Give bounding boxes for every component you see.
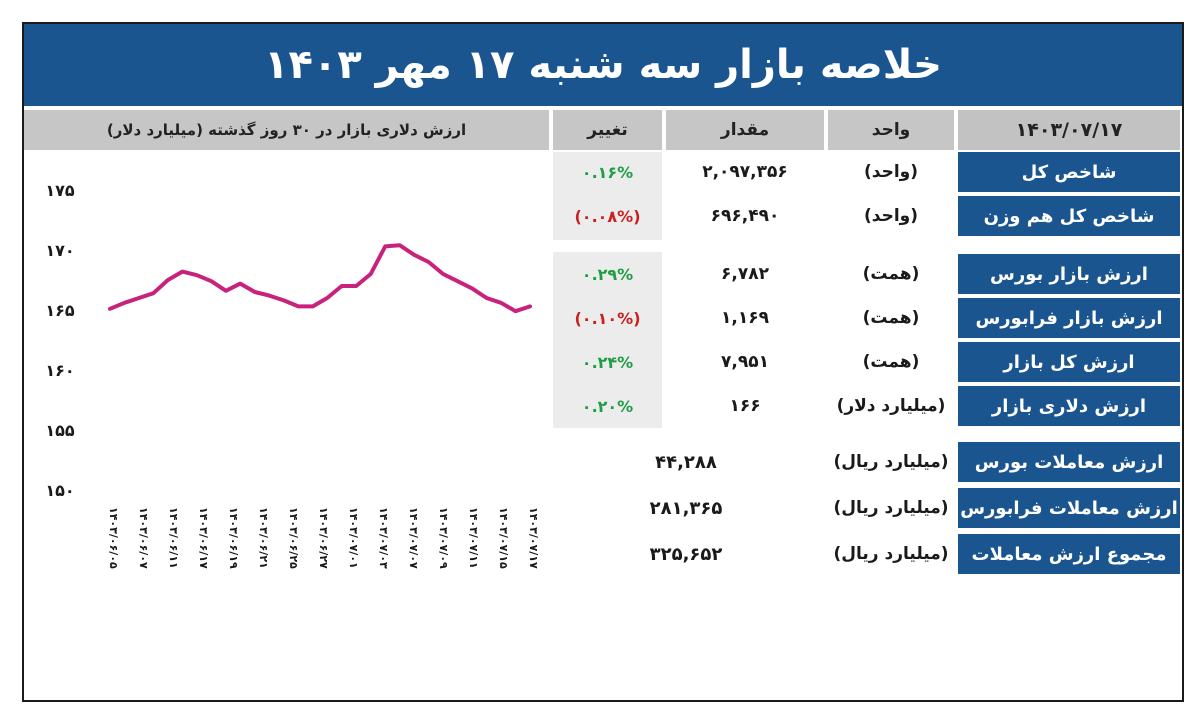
trade-row-amount: ۳۲۵,۶۵۲ xyxy=(649,543,723,565)
row-change: ۰.۲۴% xyxy=(581,352,634,372)
row-amount: ۱۶۶ xyxy=(729,396,761,416)
change-column-shade xyxy=(553,152,662,240)
trade-row-unit: (میلیارد ریال) xyxy=(833,544,949,564)
y-tick-label: ۱۶۰ xyxy=(45,361,74,380)
row-amount: ۱,۱۶۹ xyxy=(721,308,769,328)
row-label: ارزش کل بازار xyxy=(958,342,1180,382)
row-change: (۰.۰۸%) xyxy=(574,206,641,226)
y-tick-label: ۱۵۰ xyxy=(45,481,74,500)
trade-row-amount: ۲۸۱,۳۶۵ xyxy=(649,497,723,519)
x-tick-label: ۱۴۰۳/۰۷/۰۱ xyxy=(347,507,360,569)
x-tick-label: ۱۴۰۳/۰۶/۲۱ xyxy=(257,507,270,569)
row-unit: (واحد) xyxy=(864,162,919,182)
row-label: شاخص کل xyxy=(958,152,1180,192)
trade-row-label: مجموع ارزش معاملات xyxy=(958,534,1180,574)
x-tick-label: ۱۴۰۳/۰۶/۲۵ xyxy=(287,507,300,569)
y-tick-label: ۱۵۵ xyxy=(45,421,75,440)
chart-title: ارزش دلاری بازار در ۳۰ روز گذشته (میلیار… xyxy=(24,110,549,150)
header-unit: واحد xyxy=(828,110,954,150)
x-tick-label: ۱۴۰۳/۰۶/۱۹ xyxy=(227,507,240,569)
row-label: ارزش بازار بورس xyxy=(958,254,1180,294)
row-change: ۰.۱۶% xyxy=(581,162,634,182)
x-tick-label: ۱۴۰۳/۰۷/۰۳ xyxy=(377,507,390,569)
row-unit: (میلیارد دلار) xyxy=(836,396,946,416)
x-tick-label: ۱۴۰۳/۰۷/۰۷ xyxy=(407,507,420,569)
x-tick-label: ۱۴۰۳/۰۶/۱۷ xyxy=(197,507,210,569)
series-line xyxy=(108,243,532,314)
page-title: خلاصه بازار سه شنبه ۱۷ مهر ۱۴۰۳ xyxy=(24,24,1182,106)
x-tick-label: ۱۴۰۳/۰۶/۰۵ xyxy=(107,507,120,569)
header-change: تغییر xyxy=(553,110,662,150)
trade-row-label: ارزش معاملات فرابورس xyxy=(958,488,1180,528)
trade-row-amount: ۴۴,۲۸۸ xyxy=(655,451,717,473)
row-label: ارزش بازار فرابورس xyxy=(958,298,1180,338)
x-tick-label: ۱۴۰۳/۰۷/۰۹ xyxy=(437,507,450,569)
x-tick-label: ۱۴۰۳/۰۶/۰۷ xyxy=(137,507,150,569)
y-tick-label: ۱۷۵ xyxy=(45,181,75,200)
change-column-shade xyxy=(553,252,662,428)
row-unit: (همت) xyxy=(862,264,920,284)
header-amount: مقدار xyxy=(666,110,824,150)
row-unit: (همت) xyxy=(862,308,920,328)
row-change: (۰.۱۰%) xyxy=(574,308,641,328)
y-tick-label: ۱۶۵ xyxy=(45,301,75,320)
trade-row-unit: (میلیارد ریال) xyxy=(833,452,949,472)
x-tick-label: ۱۴۰۳/۰۷/۱۵ xyxy=(497,507,510,569)
x-tick-label: ۱۴۰۳/۰۷/۱۱ xyxy=(467,507,480,569)
x-tick-label: ۱۴۰۳/۰۶/۱۱ xyxy=(167,507,180,569)
row-change: ۰.۲۹% xyxy=(581,264,634,284)
header-date: ۱۴۰۳/۰۷/۱۷ xyxy=(958,110,1180,150)
row-unit: (واحد) xyxy=(864,206,919,226)
row-change: ۰.۲۰% xyxy=(581,396,634,416)
trade-row-label: ارزش معاملات بورس xyxy=(958,442,1180,482)
row-unit: (همت) xyxy=(862,352,920,372)
x-tick-label: ۱۴۰۳/۰۷/۱۷ xyxy=(527,507,540,569)
market-value-line-chart: ۱۵۰ ۱۵۵ ۱۶۰ ۱۶۵ ۱۷۰ ۱۷۵ ۱۴۰۳/۰۶/۰۵ ۱۴۰۳/۰۶/۰۷ ۱۴… xyxy=(45,181,540,569)
row-label: ارزش دلاری بازار xyxy=(958,386,1180,426)
y-tick-label: ۱۷۰ xyxy=(45,241,74,260)
row-amount: ۶۹۶,۴۹۰ xyxy=(710,206,780,226)
row-amount: ۷,۹۵۱ xyxy=(721,352,769,372)
row-amount: ۶,۷۸۲ xyxy=(721,264,769,284)
x-tick-label: ۱۴۰۳/۰۶/۲۷ xyxy=(317,507,330,569)
trade-row-unit: (میلیارد ریال) xyxy=(833,498,949,518)
row-amount: ۲,۰۹۷,۳۵۶ xyxy=(702,162,788,182)
row-label: شاخص کل هم وزن xyxy=(958,196,1180,236)
